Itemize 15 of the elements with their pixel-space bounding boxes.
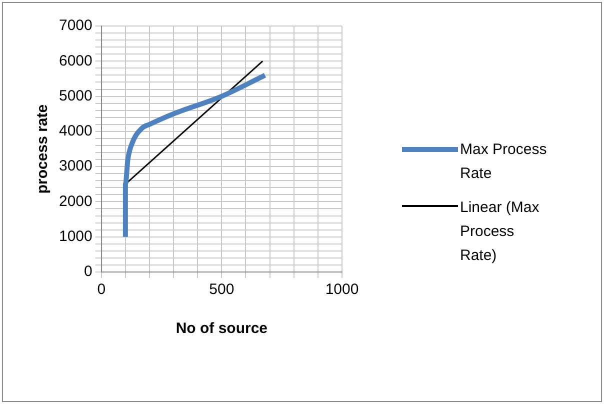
y-tick-label: 1000	[58, 228, 92, 245]
y-tick-label: 7000	[58, 17, 92, 34]
y-tick-label: 2000	[58, 192, 92, 210]
x-tick-label: 1000	[325, 281, 359, 298]
y-tick-label: 3000	[58, 158, 92, 175]
x-tick-label: 500	[209, 281, 234, 298]
x-tick-label: 0	[97, 281, 106, 298]
legend-label: Max Process Rate	[460, 140, 548, 184]
legend-label: Linear (Max Process Rate)	[460, 198, 540, 266]
y-tick-label: 5000	[58, 87, 92, 104]
y-tick-label: 6000	[58, 52, 92, 70]
x-axis-title: No of source	[176, 320, 268, 338]
y-tick-label: 4000	[58, 122, 92, 140]
y-axis-title: process rate	[34, 104, 52, 194]
y-tick-label: 0	[84, 263, 92, 280]
